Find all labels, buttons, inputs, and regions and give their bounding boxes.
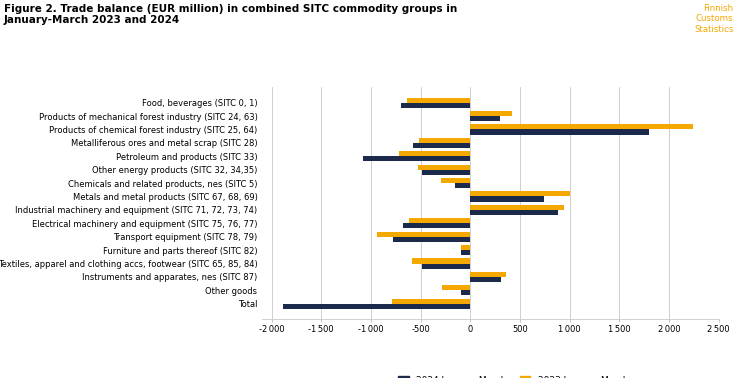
Bar: [399, 151, 470, 156]
Bar: [413, 143, 470, 148]
Bar: [455, 183, 470, 188]
Bar: [419, 138, 470, 143]
Bar: [412, 259, 470, 263]
Bar: [470, 197, 544, 201]
Bar: [407, 98, 470, 102]
Bar: [422, 170, 470, 175]
Bar: [363, 156, 470, 161]
Bar: [461, 245, 470, 250]
Bar: [401, 102, 470, 108]
Bar: [470, 124, 693, 129]
Bar: [393, 237, 470, 242]
Bar: [470, 277, 501, 282]
Bar: [470, 205, 564, 210]
Bar: [470, 111, 512, 116]
Legend: 2024 January-March, 2023 January-March: 2024 January-March, 2023 January-March: [398, 376, 628, 378]
Bar: [408, 218, 470, 223]
Bar: [470, 191, 570, 197]
Bar: [470, 129, 649, 135]
Bar: [441, 178, 470, 183]
Text: Finnish
Customs
Statistics: Finnish Customs Statistics: [694, 4, 733, 34]
Bar: [461, 250, 470, 255]
Bar: [392, 299, 470, 304]
Bar: [470, 210, 558, 215]
Bar: [470, 272, 506, 277]
Bar: [284, 304, 470, 309]
Bar: [442, 285, 470, 290]
Bar: [418, 164, 470, 170]
Bar: [377, 232, 470, 237]
Bar: [422, 263, 470, 269]
Bar: [461, 290, 470, 296]
Bar: [470, 116, 500, 121]
Bar: [402, 223, 470, 228]
Text: Figure 2. Trade balance (EUR million) in combined SITC commodity groups in
Janua: Figure 2. Trade balance (EUR million) in…: [4, 4, 457, 25]
